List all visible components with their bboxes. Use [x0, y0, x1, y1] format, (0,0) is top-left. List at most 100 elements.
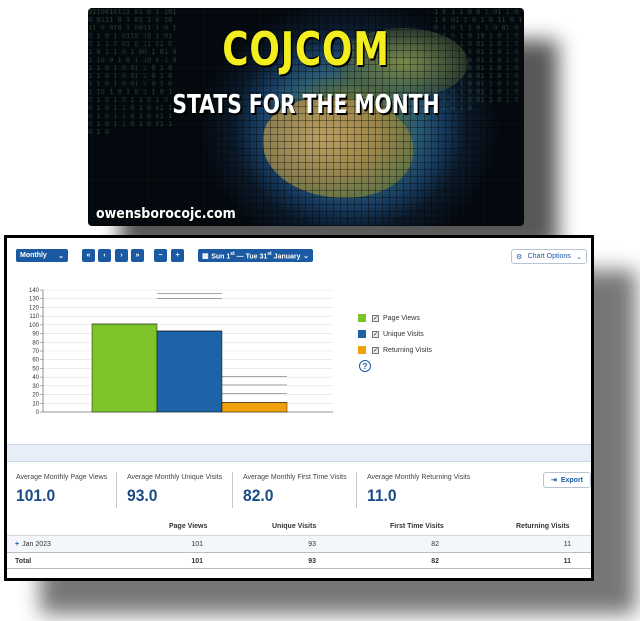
table-total-row: Total 101 93 82 11 — [7, 552, 591, 569]
total-returning-visits: 11 — [563, 558, 571, 565]
y-tick-label: 80 — [32, 340, 39, 346]
export-icon: ⇥ — [550, 477, 557, 484]
chevron-down-icon: ⌄ — [303, 252, 309, 260]
y-tick-label: 10 — [32, 401, 39, 407]
gear-icon: ⚙ — [516, 253, 523, 261]
matrix-rain-left: 0110010111 01 0 1 1010 0111 0 1 01 1 0 1… — [88, 8, 178, 226]
next-page-button[interactable]: › — [115, 249, 128, 262]
bar-page-views — [91, 323, 158, 413]
bar-unique-visits — [156, 330, 223, 413]
export-label: Export — [560, 476, 584, 484]
row-label: + Jan 2023 — [15, 541, 51, 548]
banner-image: 0110010111 01 0 1 1010 0111 0 1 01 1 0 1… — [88, 8, 524, 226]
column-header-first-time-visits[interactable]: First Time Visits — [390, 523, 444, 530]
period-select[interactable]: Monthly ⌄ — [16, 249, 68, 262]
legend-item-unique-visits[interactable]: ✓ Unique Visits — [358, 326, 432, 342]
stat-divider — [232, 472, 233, 508]
legend-item-returning-visits[interactable]: ✓ Returning Visits — [358, 342, 432, 358]
banner-title: COJCOM — [222, 22, 390, 76]
matrix-rain-right: 1 0 1 1 0 0 1 01 1 0 1 0 01 1 0 1 0 11 0… — [434, 8, 524, 226]
y-tick-label: 0 — [36, 410, 40, 416]
y-tick-label: 50 — [32, 366, 39, 372]
column-header-unique-visits[interactable]: Unique Visits — [272, 523, 317, 530]
stat-label: Average Monthly Returning Visits — [367, 474, 471, 481]
export-button[interactable]: ⇥ Export — [543, 472, 591, 488]
stat-label: Average Monthly Unique Visits — [127, 474, 223, 481]
total-label: Total — [15, 558, 32, 565]
previous-page-button[interactable]: ‹ — [98, 249, 111, 262]
period-select-label: Monthly — [20, 252, 47, 259]
date-range-start: Sun 1 — [211, 253, 231, 261]
y-tick-label: 40 — [32, 375, 39, 381]
y-tick-label: 20 — [32, 393, 39, 399]
expand-icon[interactable]: + — [15, 541, 20, 548]
zoom-in-button[interactable]: + — [171, 249, 184, 262]
legend-label: Returning Visits — [383, 346, 432, 354]
legend-swatch — [358, 314, 366, 322]
globe-landmass-africa — [263, 98, 413, 198]
y-tick-label: 130 — [29, 297, 40, 303]
chevron-down-icon: ⌄ — [58, 252, 64, 260]
y-tick-label: 30 — [32, 384, 39, 390]
stats-panel: Monthly ⌄ « ‹ › » − + ▦ Sun 1st — Tue 31… — [4, 235, 594, 581]
cell-unique-visits: 93 — [308, 541, 316, 548]
legend-label: Page Views — [383, 314, 420, 322]
date-range-label: Sun 1st — Tue 31st January — [211, 251, 300, 260]
cell-returning-visits: 11 — [563, 541, 571, 548]
cell-page-views: 101 — [191, 541, 203, 548]
legend-swatch — [358, 330, 366, 338]
y-tick-label: 100 — [29, 323, 40, 329]
column-header-returning-visits[interactable]: Returning Visits — [516, 523, 570, 530]
banner-site-url: owensborocojc.com — [96, 206, 236, 222]
cell-first-time-visits: 82 — [431, 541, 439, 548]
y-tick-label: 60 — [32, 358, 39, 364]
last-page-button[interactable]: » — [131, 249, 144, 262]
help-icon[interactable]: ? — [359, 360, 371, 372]
row-label-text: Jan 2023 — [22, 541, 51, 548]
chart-options-button[interactable]: ⚙ Chart Options ⌄ — [511, 249, 587, 264]
date-range-mid: — Tue 31 — [234, 253, 268, 261]
date-end-suffix: st — [267, 250, 272, 257]
stat-divider — [356, 472, 357, 508]
checkbox-icon[interactable]: ✓ — [372, 346, 379, 354]
table-row[interactable]: + Jan 2023 101 93 82 11 — [7, 535, 591, 552]
table-header: Page Views Unique Visits First Time Visi… — [7, 518, 591, 535]
checkbox-icon[interactable]: ✓ — [372, 330, 379, 338]
y-tick-label: 140 — [29, 288, 40, 294]
section-divider — [7, 444, 591, 462]
bar-returning-visits — [221, 402, 288, 413]
y-tick-label: 90 — [32, 332, 39, 338]
column-header-page-views[interactable]: Page Views — [169, 523, 208, 530]
visits-bar-chart: 0 10 20 30 40 50 60 70 80 90 100 110 120 130 140 — [29, 288, 333, 416]
banner-subtitle: STATS FOR THE MONTH — [172, 90, 440, 120]
chart-legend: ✓ Page Views ✓ Unique Visits ✓ Returning… — [358, 310, 432, 358]
stat-value: 101.0 — [16, 486, 56, 505]
stat-value: 11.0 — [367, 486, 397, 505]
stat-value: 93.0 — [127, 486, 158, 505]
total-unique-visits: 93 — [308, 558, 316, 565]
total-first-time-visits: 82 — [431, 558, 439, 565]
stat-label: Average Monthly Page Views — [16, 474, 108, 481]
zoom-out-button[interactable]: − — [154, 249, 167, 262]
date-start-suffix: st — [230, 250, 235, 257]
stat-returning-visits: Average Monthly Returning Visits 11.0 — [367, 474, 470, 506]
total-page-views: 101 — [191, 558, 203, 565]
globe-landmass-europe — [338, 28, 468, 98]
stat-value: 82.0 — [243, 486, 274, 505]
stats-table: Page Views Unique Visits First Time Visi… — [7, 518, 591, 569]
stat-first-time-visits: Average Monthly First Time Visits 82.0 — [243, 474, 347, 506]
date-range-end: January — [271, 253, 301, 261]
pixel-grid-overlay — [88, 8, 524, 226]
chevron-down-icon: ⌄ — [576, 253, 582, 261]
legend-item-page-views[interactable]: ✓ Page Views — [358, 310, 432, 326]
checkbox-icon[interactable]: ✓ — [372, 314, 379, 322]
chart-toolbar: Monthly ⌄ « ‹ › » − + ▦ Sun 1st — Tue 31… — [16, 249, 587, 264]
stat-divider — [116, 472, 117, 508]
stat-unique-visits: Average Monthly Unique Visits 93.0 — [127, 474, 222, 506]
date-range-picker[interactable]: ▦ Sun 1st — Tue 31st January ⌄ — [198, 249, 313, 262]
first-page-button[interactable]: « — [82, 249, 95, 262]
stat-label: Average Monthly First Time Visits — [243, 474, 347, 481]
y-tick-label: 70 — [32, 349, 39, 355]
y-tick-label: 110 — [29, 314, 39, 320]
legend-label: Unique Visits — [383, 330, 424, 338]
